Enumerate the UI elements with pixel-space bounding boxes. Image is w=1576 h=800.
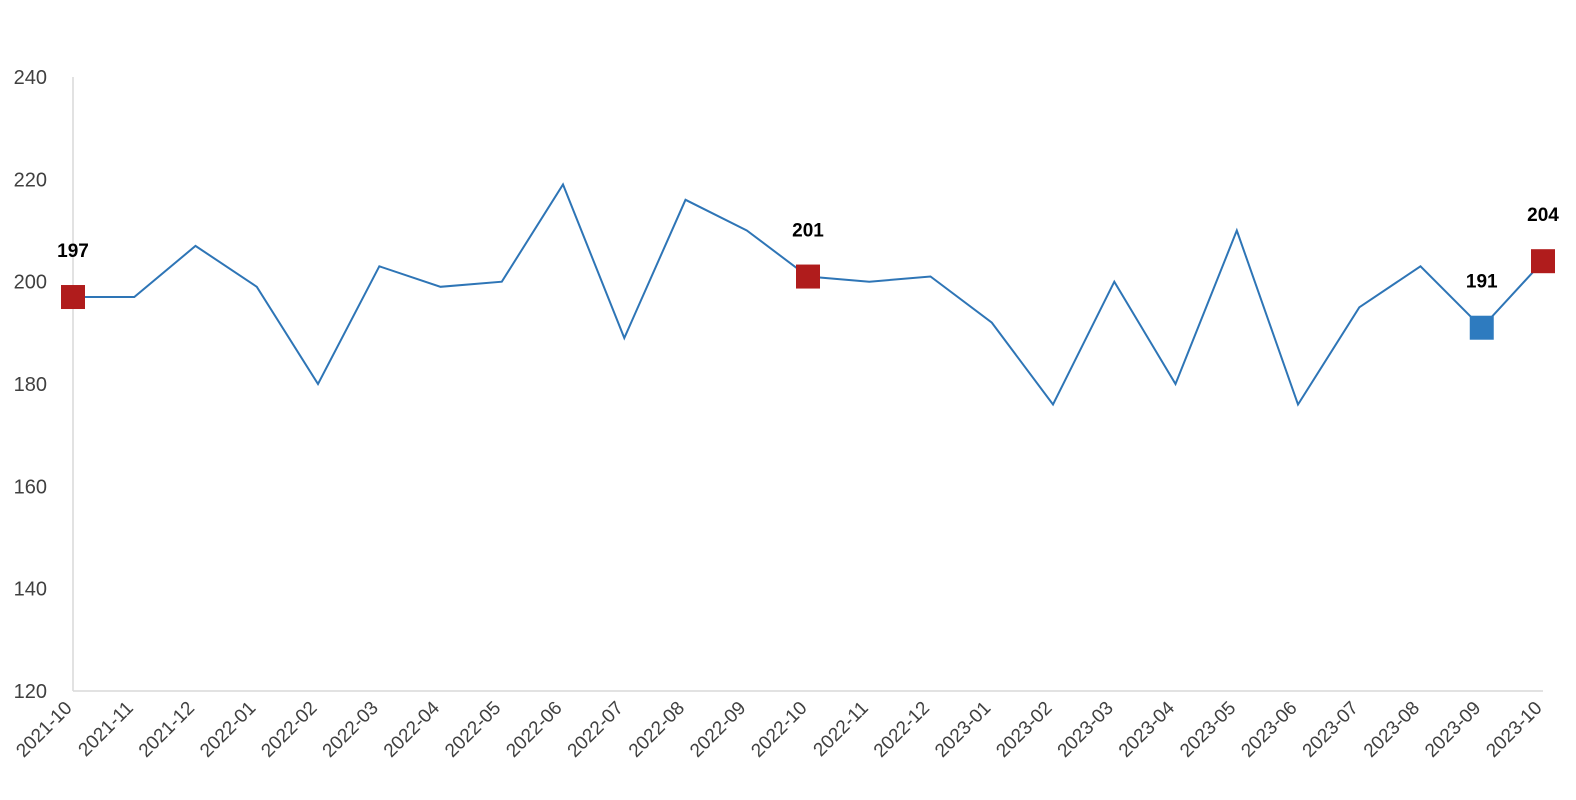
y-axis: 120 140 160 180 200 220 240 <box>14 67 74 703</box>
x-tick-label: 2023-01 <box>931 698 995 762</box>
x-tick-label: 2022-10 <box>747 698 811 762</box>
y-tick-label: 220 <box>14 169 47 191</box>
y-tick-label: 160 <box>14 476 47 498</box>
x-tick-label: 2022-12 <box>870 698 934 762</box>
data-label: 191 <box>1466 272 1498 293</box>
data-label: 197 <box>57 241 89 262</box>
y-tick-label: 120 <box>14 681 47 703</box>
y-tick-label: 240 <box>14 67 47 89</box>
x-tick-label: 2023-09 <box>1421 698 1485 762</box>
highlight-marker <box>1469 315 1494 340</box>
x-tick-label: 2023-10 <box>1482 698 1546 762</box>
x-tick-label: 2022-11 <box>810 698 873 761</box>
x-tick-label: 2022-04 <box>380 697 444 761</box>
x-tick-label: 2022-05 <box>441 698 505 762</box>
x-tick-label: 2021-11 <box>75 698 138 761</box>
x-tick-label: 2023-07 <box>1299 698 1363 762</box>
x-tick-label: 2022-06 <box>502 698 566 762</box>
highlight-marker <box>1531 249 1555 274</box>
series-line <box>73 182 1544 407</box>
data-label: 204 <box>1527 205 1559 226</box>
highlight-marker <box>61 285 85 310</box>
x-tick-label: 2022-02 <box>257 698 321 762</box>
x-tick-label: 2022-09 <box>686 698 750 762</box>
x-tick-label: 2023-08 <box>1360 698 1424 762</box>
x-axis: 2021-102021-112021-122022-012022-022022-… <box>12 690 1547 762</box>
x-tick-label: 2023-02 <box>992 698 1056 762</box>
x-tick-label: 2022-01 <box>196 698 260 762</box>
x-tick-label: 2021-12 <box>135 698 199 762</box>
x-tick-label: 2023-04 <box>1115 697 1179 761</box>
series-line-group <box>73 182 1544 407</box>
y-tick-label: 140 <box>14 579 47 601</box>
y-tick-label: 180 <box>14 374 47 396</box>
x-tick-label: 2021-10 <box>12 698 76 762</box>
x-tick-label: 2022-08 <box>625 698 689 762</box>
x-tick-label: 2022-07 <box>564 698 628 762</box>
highlight-markers: 197 201 191 204 <box>57 205 1559 340</box>
data-label: 201 <box>792 221 824 242</box>
highlight-marker <box>796 264 820 289</box>
y-tick-label: 200 <box>14 272 47 294</box>
x-tick-label: 2022-03 <box>319 698 383 762</box>
x-tick-label: 2023-03 <box>1054 698 1118 762</box>
x-tick-label: 2023-06 <box>1237 698 1301 762</box>
x-tick-label: 2023-05 <box>1176 698 1240 762</box>
